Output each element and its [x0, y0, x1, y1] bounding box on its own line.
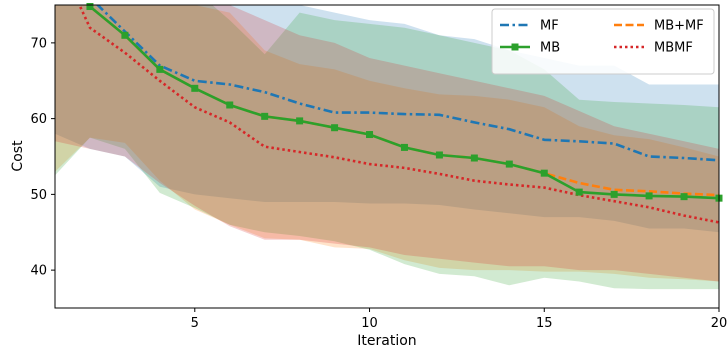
- marker-mb: [261, 112, 269, 120]
- marker-mb: [366, 131, 374, 139]
- x-tick-label: 20: [711, 316, 727, 331]
- marker-mb: [575, 188, 583, 196]
- marker-mb: [680, 193, 688, 201]
- marker-mb: [86, 3, 94, 11]
- marker-mb: [121, 31, 129, 39]
- plot-frame: [54, 4, 720, 309]
- legend-box: [491, 8, 715, 75]
- y-tick-label: 50: [30, 188, 47, 203]
- y-tick-label: 40: [30, 264, 47, 279]
- y-axis: 40 50 60 70: [30, 36, 55, 279]
- marker-mb: [331, 124, 339, 132]
- x-tick-label: 15: [536, 316, 553, 331]
- marker-mb: [156, 65, 164, 73]
- legend-label-mb-mf: MB+MF: [654, 19, 704, 34]
- marker-mb: [505, 160, 513, 168]
- marker-mb: [191, 84, 199, 92]
- marker-mb: [470, 154, 478, 162]
- legend: MF MB+MF MB MBMF: [491, 8, 715, 75]
- band-mbmf: [55, 5, 719, 282]
- marker-mb: [226, 101, 234, 109]
- band-mb: [55, 5, 719, 290]
- line-mbmf: [78, 5, 719, 224]
- y-tick-label: 60: [30, 112, 47, 127]
- series-markers: [86, 3, 723, 202]
- x-tick-label: 10: [361, 316, 378, 331]
- series-lines: [78, 5, 719, 224]
- x-axis-title: Iteration: [357, 333, 416, 349]
- marker-mb: [610, 190, 618, 198]
- legend-label-mb: MB: [540, 41, 560, 56]
- y-axis-title: Cost: [10, 140, 26, 172]
- line-mb: [87, 5, 719, 200]
- legend-label-mf: MF: [540, 19, 559, 34]
- x-axis: 5 10 15 20: [191, 308, 727, 331]
- marker-mb: [435, 151, 443, 159]
- x-tick-label: 5: [191, 316, 199, 331]
- marker-mb: [540, 169, 548, 177]
- legend-marker-mb: [511, 43, 519, 51]
- y-tick-label: 70: [30, 36, 47, 51]
- marker-mb: [645, 192, 653, 200]
- legend-label-mbmf: MBMF: [654, 41, 693, 56]
- marker-mb: [296, 117, 304, 125]
- marker-mb: [400, 143, 408, 151]
- line-mf: [95, 5, 719, 162]
- band-mb-mf: [55, 5, 719, 282]
